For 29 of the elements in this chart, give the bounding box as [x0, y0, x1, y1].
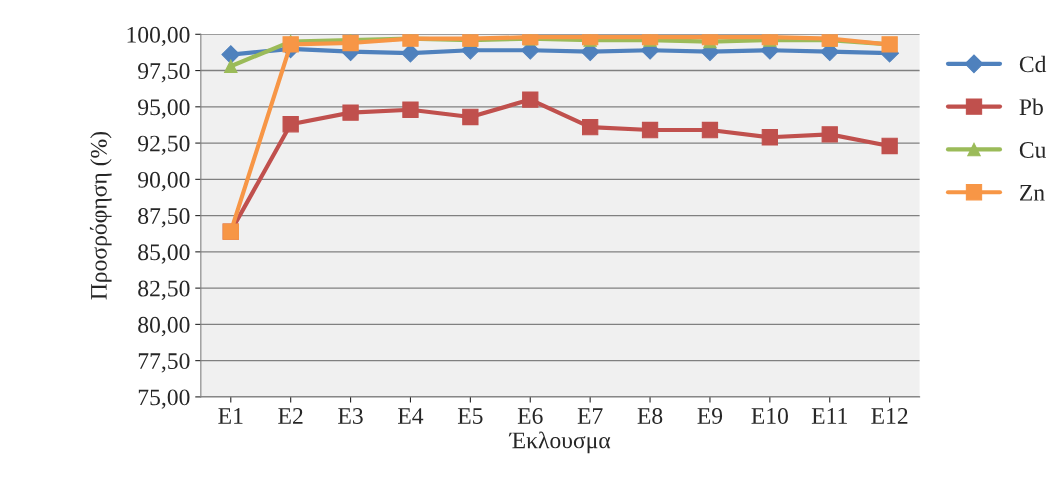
y-tick-label: 95,00 [138, 99, 190, 119]
y-tick-label: 75,00 [138, 389, 190, 409]
x-tick-label: E2 [278, 408, 303, 424]
legend-label: Pb [1019, 98, 1043, 116]
y-tick-label: 90,00 [138, 171, 190, 192]
legend-label: Cu [1019, 142, 1047, 158]
x-axis-title: Έκλουσμα [508, 431, 611, 454]
y-tick-label: 82,50 [138, 280, 190, 300]
x-tick-label: E11 [811, 408, 847, 424]
y-tick-label: 100,00 [127, 26, 190, 47]
x-tick-label: E10 [751, 408, 788, 424]
y-tick-label: 92,50 [138, 135, 190, 155]
x-tick-label: E4 [398, 408, 424, 424]
x-tick-label: E9 [697, 408, 723, 424]
x-tick-label: E6 [517, 408, 543, 424]
x-tick-label: E1 [218, 408, 243, 424]
x-tick-label: E5 [457, 408, 483, 424]
x-tick-label: E7 [577, 408, 603, 424]
x-tick-label: E8 [637, 408, 663, 424]
y-tick-label: 97,50 [138, 63, 190, 83]
y-axis-title: Προσρόφηση (%) [89, 131, 112, 300]
legend-label: Zn [1019, 185, 1045, 201]
y-tick-label: 80,00 [138, 316, 190, 337]
y-tick-label: 85,00 [138, 244, 190, 264]
x-tick-label: E12 [871, 408, 908, 424]
y-tick-label: 87,50 [138, 208, 190, 228]
legend-label: Cd [1019, 55, 1047, 73]
y-tick-label: 77,50 [138, 353, 190, 373]
x-tick-label: E3 [338, 408, 363, 424]
